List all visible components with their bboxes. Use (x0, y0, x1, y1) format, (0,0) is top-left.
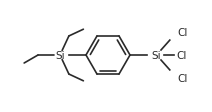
Text: Si: Si (151, 51, 161, 60)
Text: Cl: Cl (176, 51, 186, 60)
Text: Cl: Cl (177, 28, 187, 38)
Text: Cl: Cl (177, 73, 187, 83)
Text: Si: Si (55, 51, 65, 60)
